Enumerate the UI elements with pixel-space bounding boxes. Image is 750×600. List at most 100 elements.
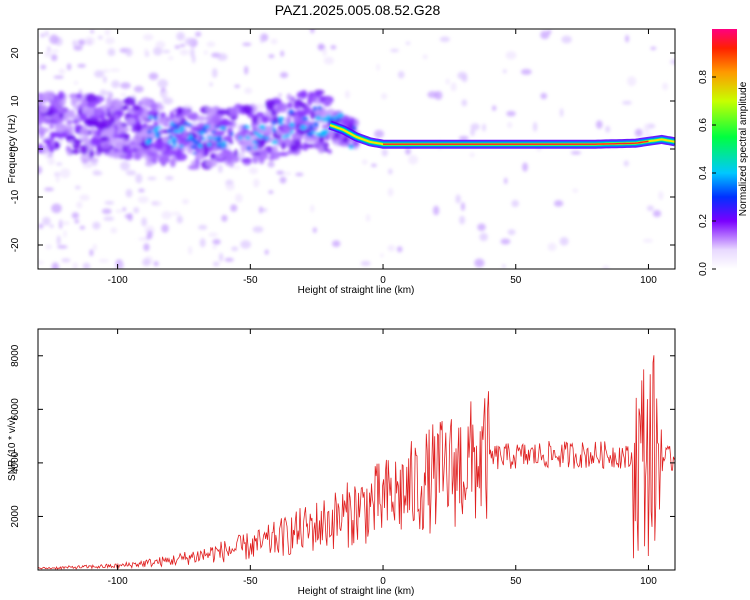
heatmap-cell — [623, 160, 629, 167]
heatmap-cell — [174, 45, 181, 49]
heatmap-cell — [240, 143, 246, 153]
heatmap-cell — [147, 115, 153, 120]
heatmap-cell — [248, 167, 259, 175]
heatmap-cell — [114, 113, 119, 121]
x-tick-label: -50 — [243, 275, 258, 286]
heatmap-cell — [162, 90, 168, 97]
heatmap-cell — [255, 103, 266, 111]
heatmap-cell — [155, 40, 166, 49]
y-tick-label: 2000 — [10, 505, 21, 528]
heatmap-cell — [99, 89, 107, 96]
heatmap-cell — [507, 229, 516, 236]
heatmap-cell — [109, 68, 121, 72]
heatmap-cell — [278, 93, 282, 97]
heatmap-cell — [570, 151, 582, 155]
heatmap-cell — [522, 162, 528, 172]
heatmap-cell — [408, 154, 419, 165]
heatmap-cell — [192, 152, 198, 155]
heatmap-cell — [332, 115, 338, 120]
heatmap-cell — [477, 223, 486, 231]
heatmap-cell — [107, 48, 116, 57]
heatmap-cell — [325, 114, 332, 120]
heatmap-cell — [217, 164, 223, 174]
heatmap-cell — [215, 144, 223, 148]
heatmap-cell — [39, 133, 44, 139]
heatmap-cell — [305, 143, 316, 148]
heatmap-cell — [102, 76, 107, 84]
heatmap-cell — [84, 36, 95, 46]
spectrogram-y-axis: -20 -10 0 10 20 — [10, 47, 675, 252]
heatmap-cell — [310, 204, 315, 213]
y-tick-label: -10 — [10, 189, 21, 204]
heatmap-cell — [222, 118, 227, 128]
y-tick-label: 0 — [10, 146, 21, 152]
heatmap-cell — [258, 156, 265, 165]
heatmap-cell — [90, 29, 95, 34]
heatmap-cell — [286, 102, 293, 109]
heatmap-cell — [662, 82, 669, 91]
heatmap-cell — [104, 200, 115, 205]
heatmap-cell — [246, 135, 250, 140]
heatmap-cell — [61, 258, 71, 263]
heatmap-cell — [310, 111, 315, 120]
heatmap-cell — [434, 90, 443, 100]
heatmap-cell — [387, 187, 394, 197]
heatmap-cell — [49, 131, 55, 141]
heatmap-cell — [45, 244, 52, 250]
heatmap-cell — [147, 176, 157, 181]
heatmap-cell — [455, 194, 461, 204]
heatmap-cell — [652, 209, 662, 218]
heatmap-cell — [244, 87, 253, 94]
heatmap-cell — [92, 243, 97, 251]
heatmap-cell — [293, 113, 300, 124]
heatmap-cell — [66, 63, 72, 71]
heatmap-cell — [96, 122, 107, 129]
heatmap-cell — [171, 137, 177, 142]
heatmap-cell — [195, 140, 200, 145]
heatmap-cell — [74, 127, 81, 133]
heatmap-cell — [314, 121, 319, 128]
colorbar-label: Normalized spectral amplitude — [738, 81, 749, 216]
heatmap-cell — [103, 216, 115, 221]
heatmap-cell — [339, 141, 351, 147]
heatmap-cell — [102, 69, 110, 73]
heatmap-cell — [206, 41, 216, 47]
heatmap-cell — [500, 238, 511, 245]
heatmap-cell — [327, 149, 332, 154]
heatmap-cell — [156, 101, 162, 108]
heatmap-cell — [460, 202, 465, 211]
heatmap-cell — [352, 125, 357, 130]
heatmap-cell — [670, 59, 675, 65]
snr-panel: -100 -50 0 50 100 2000 4000 6000 8000 Height of… — [7, 328, 676, 597]
heatmap-cell — [264, 99, 276, 109]
heatmap-cell — [38, 104, 49, 114]
heatmap-cell — [271, 145, 278, 153]
heatmap-cell — [207, 135, 213, 140]
heatmap-cell — [57, 91, 65, 100]
colorbar-tick-label: 0.2 — [698, 214, 709, 228]
heatmap-cell — [336, 113, 344, 119]
heatmap-cell — [54, 123, 66, 133]
heatmap-cell — [203, 147, 209, 157]
heatmap-cell — [49, 121, 54, 130]
heatmap-cell — [104, 29, 111, 36]
heatmap-cell — [253, 131, 259, 135]
snr-series-line — [38, 355, 675, 570]
heatmap-cell — [65, 125, 74, 131]
heatmap-cell — [234, 84, 241, 88]
heatmap-cell — [159, 112, 166, 118]
heatmap-cell — [94, 70, 105, 78]
heatmap-cell — [59, 168, 71, 179]
heatmap-cell — [82, 262, 91, 269]
heatmap-cell — [226, 153, 233, 164]
heatmap-cell — [38, 223, 44, 229]
heatmap-cell — [51, 262, 60, 269]
heatmap-cell — [605, 125, 611, 133]
heatmap-cell — [561, 35, 572, 44]
heatmap-cell — [376, 63, 380, 71]
heatmap-cell — [119, 132, 124, 138]
heatmap-cell — [461, 99, 468, 107]
heatmap-cell — [459, 215, 466, 225]
heatmap-cell — [169, 158, 176, 168]
heatmap-cell — [506, 110, 516, 117]
